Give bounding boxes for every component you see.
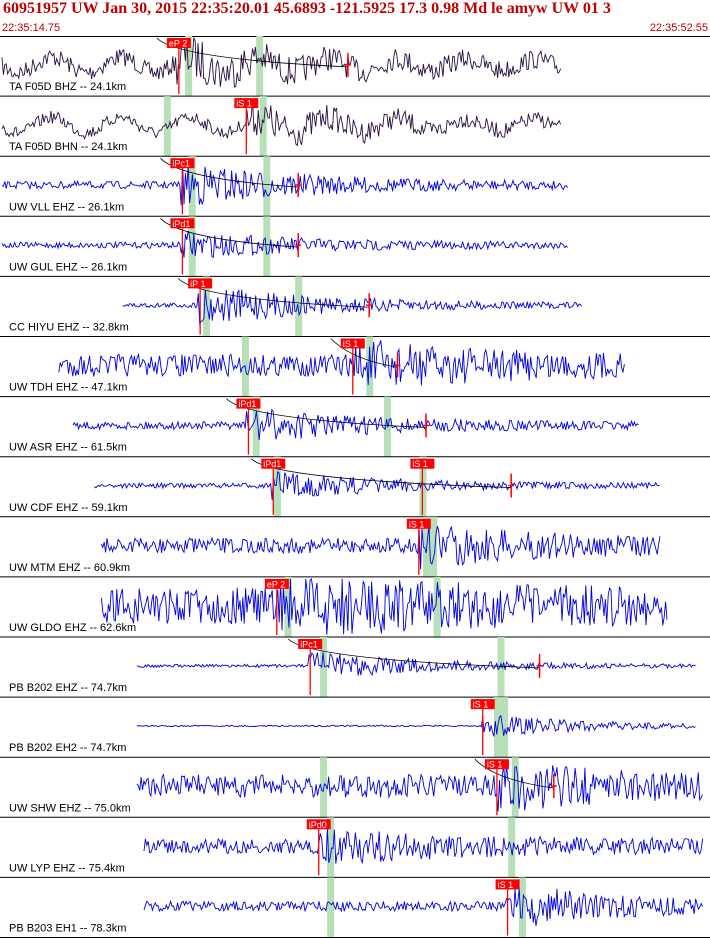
- waveform-trace: [1, 162, 568, 206]
- phase-pick-flag[interactable]: [166, 38, 191, 48]
- s-window-marker: [263, 156, 271, 217]
- travel-time-curve: [160, 218, 299, 248]
- phase-pick-flag[interactable]: [298, 639, 323, 649]
- phase-pick-flag[interactable]: [340, 338, 365, 349]
- station-label: UW GUL EHZ -- 26.1km: [9, 261, 127, 273]
- phase-pick-label: iS 1: [498, 880, 514, 890]
- s-window-marker: [256, 36, 264, 97]
- waveform-trace: [136, 652, 696, 677]
- travel-time-curve: [177, 278, 370, 308]
- phase-pick-label: iPc1: [300, 640, 318, 650]
- phase-pick-label: iPd0: [309, 820, 327, 830]
- waveform-trace: [58, 340, 625, 386]
- waveform-trace: [100, 577, 668, 635]
- phase-pick-flag[interactable]: [470, 699, 495, 710]
- phase-pick-label: iPd1: [238, 399, 256, 409]
- phase-pick-label: iS 1: [487, 760, 503, 770]
- p-window-marker: [273, 456, 281, 517]
- travel-time-curve: [226, 398, 427, 428]
- phase-pick-label: eP 2: [169, 39, 187, 49]
- waveform-trace: [1, 230, 568, 258]
- p-window-marker: [202, 276, 210, 337]
- s-window-marker: [433, 576, 441, 637]
- waveform-trace: [143, 827, 704, 865]
- p-window-marker: [320, 637, 328, 698]
- p-window-marker: [252, 396, 260, 457]
- event-header: 60951957 UW Jan 30, 2015 22:35:20.01 45.…: [0, 0, 710, 37]
- station-label: PB B202 EHZ -- 74.7km: [9, 682, 127, 694]
- station-label: UW TDH EHZ -- 47.1km: [9, 382, 127, 394]
- s-window-marker: [295, 276, 303, 337]
- station-label: UW VLL EHZ -- 26.1km: [9, 201, 124, 213]
- phase-pick-flag[interactable]: [264, 578, 289, 589]
- phase-pick-label: iS 1: [412, 459, 428, 469]
- phase-pick-flag[interactable]: [410, 458, 435, 469]
- s-window-marker: [511, 757, 519, 818]
- phase-pick-label: iS 1: [409, 519, 425, 529]
- phase-pick-label: iS 1: [473, 700, 489, 710]
- waveform-trace: [100, 525, 661, 570]
- s-window-marker: [259, 96, 267, 157]
- travel-time-curve: [156, 37, 348, 68]
- p-window-marker: [188, 156, 196, 217]
- station-label: UW SHW EHZ -- 75.0km: [9, 802, 131, 814]
- station-label: TA F05D BHZ -- 24.1km: [9, 81, 126, 93]
- s-window-marker: [497, 637, 505, 698]
- s-window-marker: [263, 216, 271, 277]
- s-window-marker: [366, 336, 374, 397]
- phase-pick-label: iS 1: [236, 99, 252, 109]
- event-title: 60951957 UW Jan 30, 2015 22:35:20.01 45.…: [3, 0, 611, 17]
- waveform-trace: [136, 764, 703, 812]
- phase-pick-label: iPd1: [172, 219, 190, 229]
- travel-time-curve: [474, 758, 554, 789]
- travel-time-curve: [250, 458, 512, 488]
- phase-pick-label: eP 2: [267, 579, 285, 589]
- station-label: UW CDF EHZ -- 59.1km: [9, 502, 128, 514]
- waveform-trace: [93, 471, 660, 500]
- waveform-trace: [143, 888, 704, 926]
- end-time: 22:35:52.55: [649, 22, 708, 34]
- phase-pick-label: iS 1: [343, 339, 359, 349]
- start-time: 22:35:14.75: [2, 22, 61, 34]
- travel-time-curve: [287, 638, 540, 669]
- p-window-marker: [327, 877, 335, 938]
- waveform-trace: [1, 36, 562, 88]
- p-window-marker: [185, 36, 193, 97]
- s-window-marker: [430, 516, 438, 577]
- waveform-trace: [136, 714, 696, 737]
- p-window-marker: [327, 817, 335, 878]
- phase-pick-flag[interactable]: [261, 458, 286, 469]
- phase-pick-label: iP 1: [190, 279, 205, 289]
- station-label: UW ASR EHZ -- 61.5km: [9, 442, 127, 454]
- phase-pick-flag[interactable]: [170, 158, 195, 169]
- s-window-marker: [501, 697, 509, 758]
- travel-time-curve: [330, 338, 398, 368]
- phase-pick-flag[interactable]: [234, 98, 259, 109]
- phase-pick-flag[interactable]: [495, 879, 520, 890]
- p-window-marker: [188, 216, 196, 277]
- s-window-marker: [508, 817, 516, 878]
- station-label: PB B202 EH2 -- 74.7km: [9, 742, 126, 754]
- station-label: UW GLDO EHZ -- 62.6km: [9, 622, 136, 634]
- p-window-marker: [284, 576, 292, 637]
- phase-pick-flag[interactable]: [306, 819, 331, 830]
- waveform-trace: [72, 408, 639, 441]
- station-label: UW MTM EHZ -- 60.9km: [9, 562, 130, 574]
- waveform-trace: [1, 100, 562, 147]
- seismogram-panel[interactable]: eP 2 TA F05D BHZ -- 24.1km iS 1 TA F05D BHN…: [0, 36, 710, 938]
- phase-pick-flag[interactable]: [170, 218, 195, 229]
- phase-pick-flag[interactable]: [406, 518, 431, 529]
- phase-pick-flag[interactable]: [188, 278, 213, 289]
- station-label: UW LYP EHZ -- 75.4km: [9, 862, 125, 874]
- phase-pick-flag[interactable]: [236, 398, 261, 409]
- phase-pick-label: iPd1: [263, 459, 281, 469]
- phase-pick-label: iPc1: [172, 159, 190, 169]
- phase-pick-flag[interactable]: [484, 759, 509, 770]
- travel-time-curve: [160, 157, 299, 188]
- station-label: PB B203 EH1 -- 78.3km: [9, 923, 126, 935]
- station-label: TA F05D BHN -- 24.1km: [9, 141, 127, 153]
- waveform-trace: [122, 289, 583, 325]
- p-window-marker: [163, 96, 171, 157]
- station-label: CC HIYU EHZ -- 32.8km: [9, 322, 129, 334]
